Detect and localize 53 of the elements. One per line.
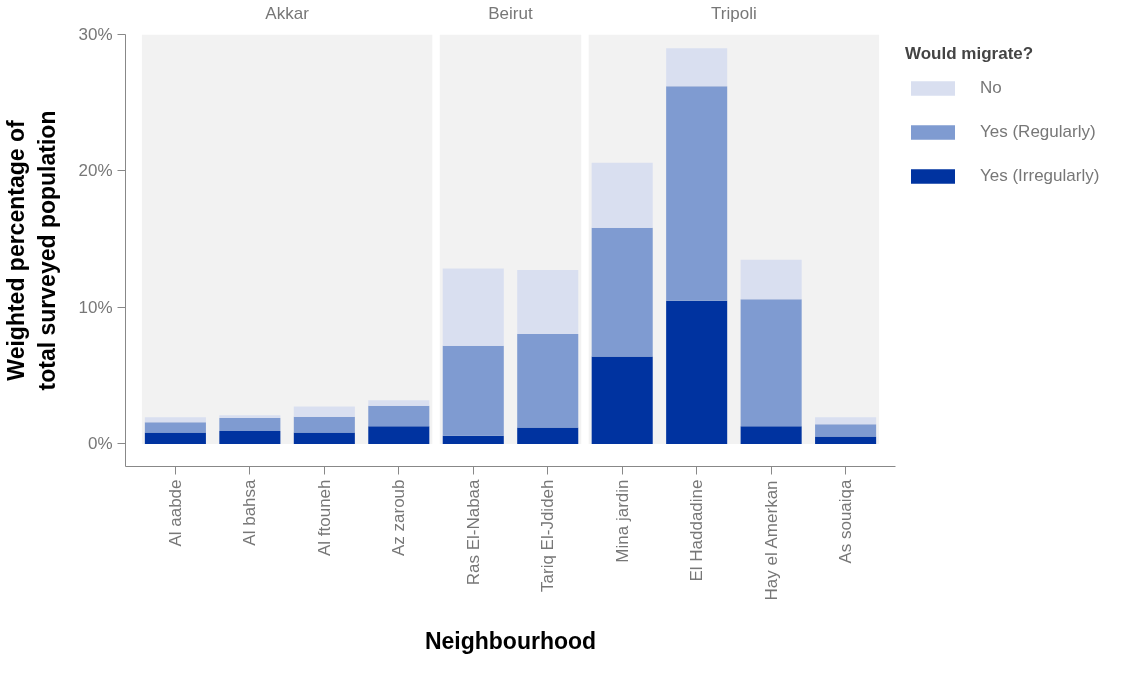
bar	[666, 86, 728, 301]
bar	[740, 259, 802, 300]
bar	[666, 48, 728, 87]
bar	[219, 415, 281, 419]
bar	[368, 426, 430, 444]
bar	[517, 427, 579, 444]
bar	[517, 334, 579, 428]
bar	[815, 436, 877, 444]
x-tick-label: Tariq El-Jdideh	[538, 479, 558, 592]
band-label: Beirut	[488, 3, 533, 23]
bar	[815, 424, 877, 437]
x-tick-label: El Haddadine	[687, 479, 707, 582]
y-tick-label: 0%	[87, 434, 113, 454]
bar	[591, 227, 653, 357]
x-tick-label: Az zaroub	[389, 479, 409, 557]
bar	[591, 162, 653, 228]
legend-label: No	[980, 78, 1002, 98]
bar	[368, 405, 430, 427]
x-axis-title: Neighbourhood	[424, 628, 597, 655]
y-axis-title: Weighted percentage of total surveyed population	[3, 110, 61, 391]
bar	[442, 345, 504, 436]
band-label: Akkar	[265, 3, 310, 23]
x-tick-label: Al bahsa	[240, 478, 260, 546]
bar	[666, 300, 728, 444]
bar	[740, 299, 802, 427]
bar	[815, 417, 877, 425]
bar	[740, 426, 802, 444]
bar	[293, 432, 355, 444]
bar	[219, 431, 281, 444]
y-tick-label: 10%	[78, 297, 113, 317]
x-tick-label: As souaiqa	[836, 478, 856, 564]
band-label: Tripoli	[711, 3, 757, 23]
x-tick-label: Al aabde	[165, 479, 185, 547]
bar	[517, 269, 579, 335]
bar	[144, 417, 206, 423]
x-tick-label: Ras El-Nabaa	[463, 478, 483, 586]
bar	[144, 422, 206, 433]
x-tick-label: Al ftouneh	[314, 479, 334, 557]
legend-label: Yes (Irregularly)	[980, 166, 1100, 186]
bar	[442, 268, 504, 346]
bar	[442, 435, 504, 444]
bar	[293, 416, 355, 433]
y-tick-label: 30%	[78, 25, 113, 44]
bar	[293, 406, 355, 417]
x-tick-label: Hay el Amerkan	[761, 480, 781, 601]
bar	[219, 418, 281, 432]
bar	[368, 400, 430, 406]
bar	[144, 432, 206, 444]
legend-title: Would migrate?	[905, 44, 1035, 64]
y-tick-label: 20%	[78, 161, 113, 181]
bar	[591, 356, 653, 444]
legend-label: Yes (Regularly)	[980, 122, 1096, 142]
x-tick-label: Mina jardin	[612, 479, 632, 563]
